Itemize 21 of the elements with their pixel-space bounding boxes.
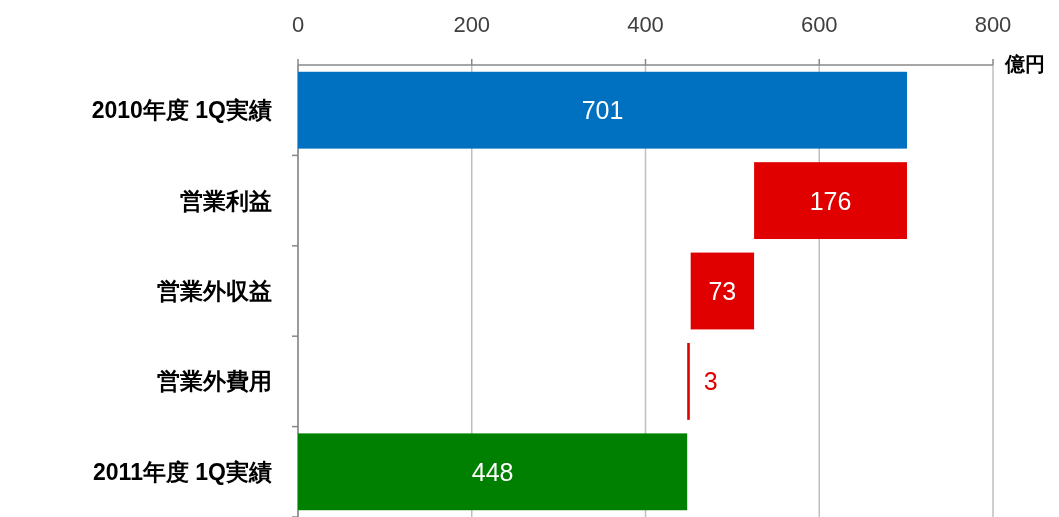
- data-label: 176: [809, 186, 852, 215]
- bar: [298, 71, 907, 149]
- x-tick-label: 400: [627, 12, 664, 37]
- x-tick-label: 200: [453, 12, 491, 37]
- y-tick-label: 営業利益: [180, 187, 272, 214]
- x-axis-title: 億円: [1004, 53, 1045, 75]
- bar: [687, 342, 690, 420]
- data-label: 3: [703, 367, 718, 396]
- bar: [298, 433, 688, 511]
- bar: [754, 162, 907, 240]
- y-tick-label: 2010年度 1Q実績: [91, 97, 272, 124]
- data-label: 701: [581, 96, 624, 125]
- data-label: 448: [471, 457, 514, 486]
- x-tick-label: 600: [800, 12, 838, 37]
- bar: [690, 252, 755, 330]
- x-tick-label: 0: [291, 12, 305, 37]
- data-label: 73: [708, 277, 737, 305]
- x-tick-label: 800: [974, 12, 1012, 37]
- y-tick-label: 2011年度 1Q実績: [93, 458, 272, 485]
- y-tick-label: 営業外収益: [157, 278, 272, 304]
- y-tick-label: 営業外費用: [157, 368, 272, 395]
